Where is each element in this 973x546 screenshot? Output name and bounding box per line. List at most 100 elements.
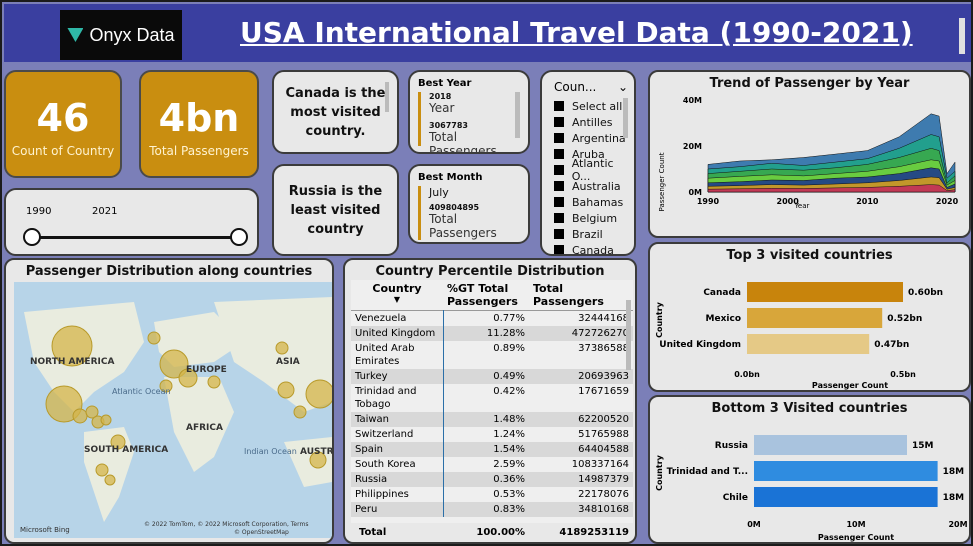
total-percent: 100.00%: [476, 527, 525, 538]
slider-handle-start[interactable]: [23, 228, 41, 246]
cell-percent: 0.36%: [493, 474, 525, 485]
map-credits[interactable]: © 2022 TomTom, © 2022 Microsoft Corporat…: [144, 521, 308, 528]
land-south-america: [84, 427, 134, 522]
best-year-scrollbar[interactable]: [515, 92, 520, 138]
slicer-item[interactable]: Bahamas: [554, 194, 634, 210]
best-year-passengers-label: Total Passengers: [429, 130, 497, 154]
chevron-down-icon[interactable]: ⌄: [617, 80, 628, 94]
map-title: Passenger Distribution along countries: [25, 264, 313, 279]
checkbox-icon[interactable]: [554, 149, 564, 159]
col-header-country[interactable]: Country ▼: [351, 280, 443, 311]
page-title: USA International Travel Data (1990-2021…: [240, 16, 913, 49]
top3-chart-card: Top 3 visited countries Country Passenge…: [648, 242, 971, 392]
trend-x-tick: 2000: [777, 197, 800, 206]
bar-category-label: United Kingdom: [659, 340, 741, 350]
map-bubble[interactable]: [45, 385, 83, 423]
map-bubble[interactable]: [51, 325, 93, 367]
slicer-item[interactable]: Belgium: [554, 210, 634, 226]
slicer-item[interactable]: Select all: [554, 98, 634, 114]
table-row[interactable]: Venezuela 0.77% 32444168: [351, 310, 633, 326]
table-scroll-area[interactable]: Country ▼ %GT Total Passengers Total Pass…: [351, 280, 633, 523]
world-map[interactable]: NORTH AMERICA EUROPE ASIA AFRICA SOUTH A…: [14, 282, 332, 538]
table-row[interactable]: Philippines 0.53% 22178076: [351, 487, 633, 502]
table-row[interactable]: United Kingdom 11.28% 472726270: [351, 326, 633, 341]
cell-total: 108337164: [571, 459, 629, 470]
kpi-value: 46: [36, 96, 90, 140]
table-row[interactable]: Taiwan 1.48% 62200520: [351, 412, 633, 427]
table-row[interactable]: Trinidad and Tobago 0.42% 17671659: [351, 384, 633, 412]
top3-chart[interactable]: Country Passenger Count Canada 0.60bn Mexi…: [650, 264, 969, 390]
slicer-item[interactable]: Brazil: [554, 226, 634, 242]
map-bubble[interactable]: [293, 405, 307, 419]
bottom3-chart[interactable]: Country Passenger Count Russia 15M Trinida…: [650, 417, 969, 542]
map-bubble[interactable]: [277, 381, 295, 399]
map-bubble[interactable]: [207, 375, 221, 389]
slicer-item-label: Bahamas: [572, 195, 624, 209]
col-header-total[interactable]: Total Passengers: [533, 282, 604, 308]
map-bubble[interactable]: [72, 408, 88, 424]
checkbox-icon[interactable]: [554, 229, 564, 239]
map-label-asia: ASIA: [276, 357, 300, 367]
map-osm-credit[interactable]: © OpenStreetMap: [234, 529, 289, 536]
map-bubble[interactable]: [95, 463, 109, 477]
slicer-item[interactable]: Antilles: [554, 114, 634, 130]
checkbox-icon[interactable]: [554, 181, 564, 191]
header-scrollbar[interactable]: [959, 18, 965, 54]
bottom3-x-axis-label: Passenger Count: [818, 533, 894, 542]
cell-total: 64404588: [578, 444, 629, 455]
best-year-body: 2018 Year 3067783 Total Passengers: [418, 92, 528, 152]
trend-title: Trend of Passenger by Year: [709, 76, 910, 91]
table-row[interactable]: Russia 0.36% 14987379: [351, 472, 633, 487]
map-bubble[interactable]: [85, 405, 99, 419]
table-row[interactable]: Spain 1.54% 64404588: [351, 442, 633, 457]
best-year-label: Year: [429, 101, 455, 115]
slicer-item[interactable]: Canada: [554, 242, 634, 254]
cell-percent: 1.54%: [493, 444, 525, 455]
slicer-item-label: Aruba: [572, 147, 605, 161]
table-row[interactable]: United Arab Emirates 0.89% 37386588: [351, 341, 633, 369]
map-bubble[interactable]: [275, 341, 289, 355]
col-header-percent[interactable]: %GT Total Passengers: [447, 282, 518, 308]
checkbox-icon[interactable]: [554, 213, 564, 223]
bottom3-y-axis-label: Country: [655, 454, 664, 491]
checkbox-icon[interactable]: [554, 117, 564, 127]
cell-total: 472726270: [571, 328, 629, 339]
table-row[interactable]: South Korea 2.59% 108337164: [351, 457, 633, 472]
table-row[interactable]: Peru 0.83% 34810168: [351, 502, 633, 517]
table-row[interactable]: Switzerland 1.24% 51765988: [351, 427, 633, 442]
map-bubble[interactable]: [309, 451, 327, 469]
table-header-row: Country ▼ %GT Total Passengers Total Pass…: [351, 280, 633, 311]
slicer-item[interactable]: Atlantic O...: [554, 157, 634, 183]
cell-percent: 0.53%: [493, 489, 525, 500]
map-bubble[interactable]: [110, 434, 126, 450]
table-row[interactable]: Turkey 0.49% 20693963: [351, 369, 633, 384]
slicer-scrollbar[interactable]: [623, 98, 628, 138]
cell-percent: 0.42%: [493, 386, 525, 397]
map-bubble[interactable]: [159, 349, 189, 379]
checkbox-icon[interactable]: [554, 133, 564, 143]
cell-total: 51765988: [578, 429, 629, 440]
slicer-header[interactable]: Coun... ⌄: [554, 80, 628, 94]
bar: [754, 435, 907, 455]
slider-handle-end[interactable]: [230, 228, 248, 246]
note-scrollbar[interactable]: [385, 82, 389, 112]
map-bubble[interactable]: [159, 379, 173, 393]
checkbox-icon[interactable]: [554, 197, 564, 207]
sort-desc-icon[interactable]: ▼: [393, 295, 401, 304]
trend-chart[interactable]: Passenger Count Year 0M 20M 40M 1990 2000 201…: [650, 92, 969, 236]
slicer-item[interactable]: Australia: [554, 178, 634, 194]
checkbox-icon[interactable]: [554, 101, 564, 111]
map-bubble[interactable]: [147, 331, 161, 345]
checkbox-icon[interactable]: [554, 165, 564, 175]
map-bubble[interactable]: [104, 474, 116, 486]
table-scrollbar[interactable]: [626, 300, 631, 370]
bar-value-label: 0.60bn: [908, 288, 943, 298]
map-bubble[interactable]: [178, 368, 198, 388]
trend-x-tick: 1990: [697, 197, 720, 206]
map-bubble[interactable]: [100, 414, 112, 426]
checkbox-icon[interactable]: [554, 245, 564, 254]
slider-track: [32, 236, 238, 239]
slicer-item[interactable]: Argentina: [554, 130, 634, 146]
slicer-item[interactable]: Aruba: [554, 146, 634, 162]
map-bubble[interactable]: [305, 379, 332, 409]
